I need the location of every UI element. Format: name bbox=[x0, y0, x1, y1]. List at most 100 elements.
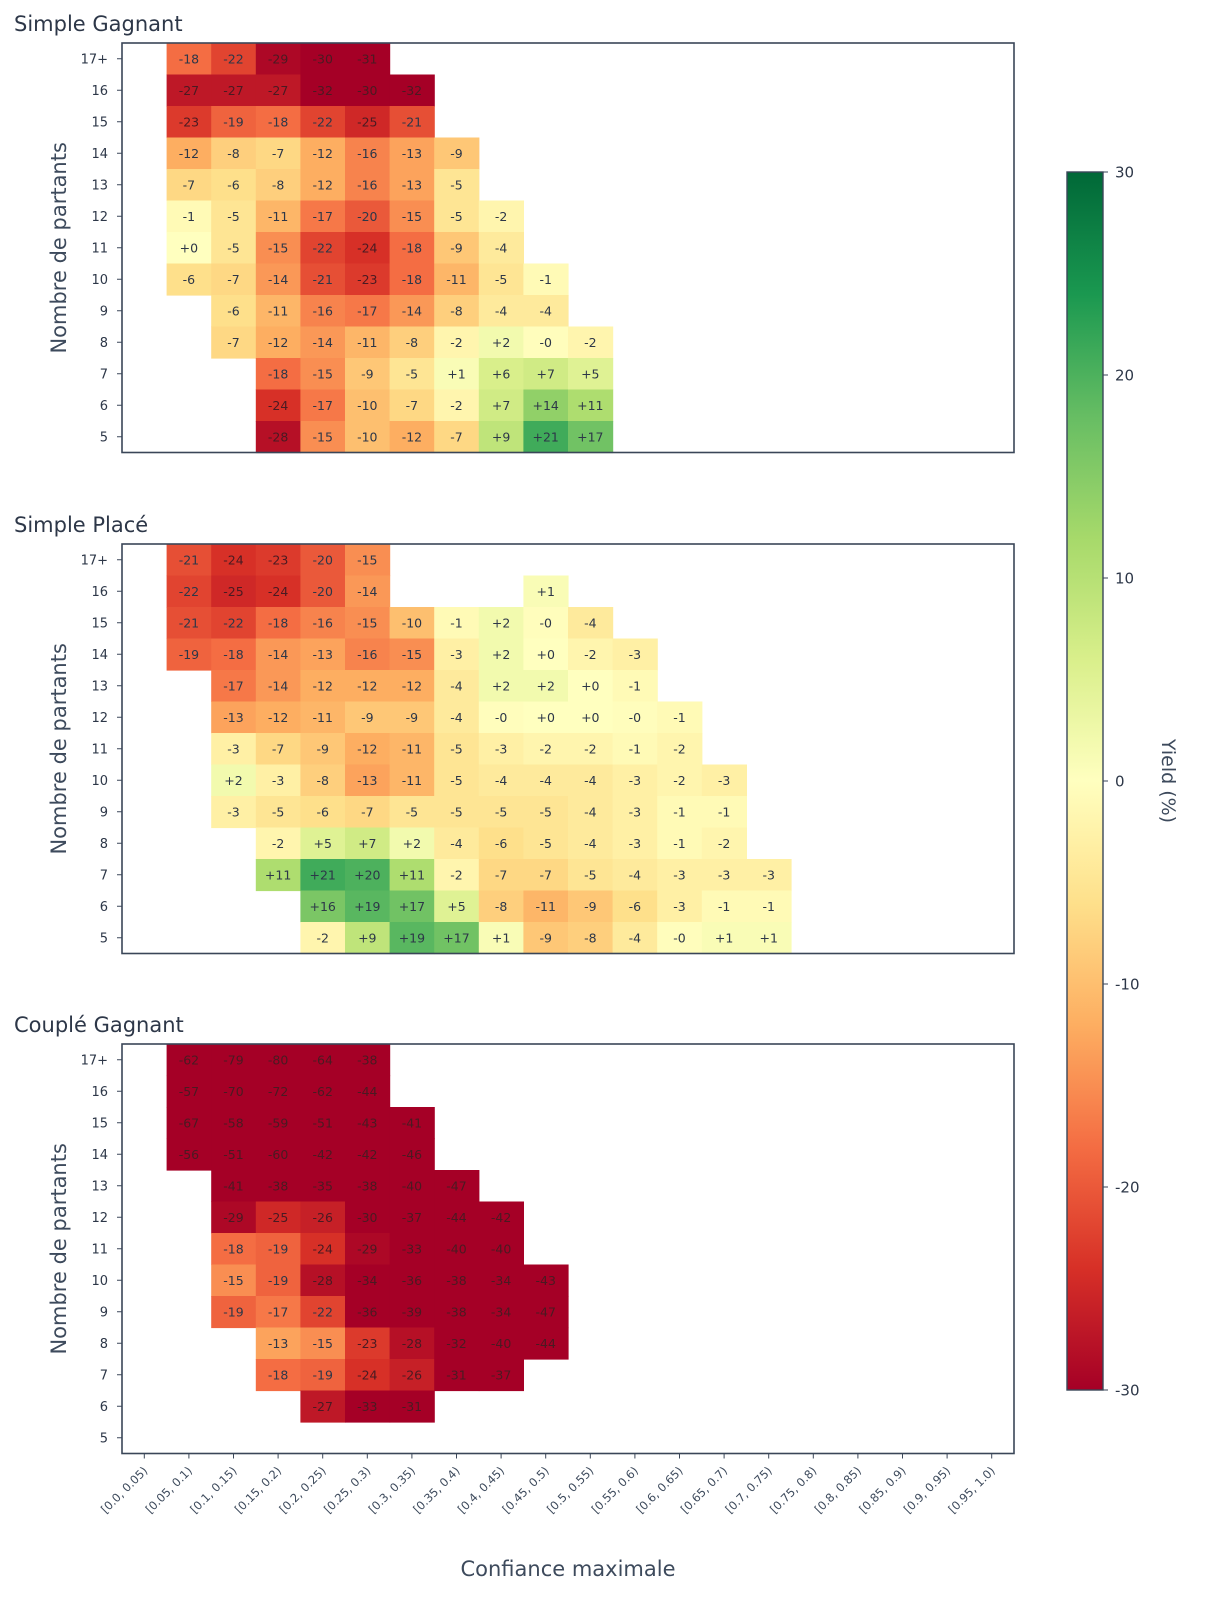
heatmap-cell bbox=[568, 326, 614, 359]
cell-value-label: -13 bbox=[402, 146, 422, 161]
heatmap-cell bbox=[166, 200, 212, 233]
cell-value-label: -23 bbox=[357, 1336, 377, 1351]
cell-value-label: -80 bbox=[268, 1052, 288, 1067]
cell-value-label: -16 bbox=[312, 615, 332, 630]
heatmap-cell bbox=[478, 859, 524, 892]
heatmap-cell bbox=[612, 670, 658, 703]
heatmap-cell bbox=[211, 1075, 257, 1108]
heatmap-cell bbox=[478, 733, 524, 766]
heatmap-cell bbox=[657, 764, 703, 797]
cell-value-label: +5 bbox=[447, 899, 465, 914]
heatmap-cell bbox=[255, 1044, 301, 1077]
y-tick-label: 6 bbox=[100, 399, 108, 414]
heatmap-cell bbox=[211, 169, 257, 202]
y-axis-label: Nombre de partants bbox=[47, 142, 71, 353]
cell-value-label: -34 bbox=[491, 1304, 511, 1319]
cell-value-label: -3 bbox=[673, 867, 685, 882]
cell-value-label: +19 bbox=[399, 930, 425, 945]
heatmap-cell bbox=[434, 1264, 480, 1297]
y-tick-label: 12 bbox=[91, 711, 108, 726]
cell-value-label: -14 bbox=[402, 303, 422, 318]
heatmap-cell bbox=[300, 1233, 346, 1266]
heatmap-cell bbox=[389, 358, 435, 391]
heatmap-cell bbox=[166, 106, 212, 139]
heatmap-cell bbox=[211, 232, 257, 265]
cell-value-label: -13 bbox=[223, 710, 243, 725]
heatmap-cell bbox=[478, 232, 524, 265]
heatmap-cell bbox=[300, 1138, 346, 1171]
heatmap-cell bbox=[255, 232, 301, 265]
x-tick-label: [0.05, 0.1) bbox=[143, 1464, 195, 1516]
heatmap-cell bbox=[389, 1359, 435, 1392]
cell-value-label: -5 bbox=[406, 366, 418, 381]
heatmap-cell bbox=[300, 1327, 346, 1360]
cell-value-label: +17 bbox=[577, 429, 603, 444]
cell-value-label: -7 bbox=[361, 804, 373, 819]
cell-value-label: -40 bbox=[491, 1241, 511, 1256]
cell-value-label: -26 bbox=[402, 1367, 422, 1382]
cell-value-label: -13 bbox=[402, 177, 422, 192]
colorbar-tick-label: 10 bbox=[1115, 570, 1134, 588]
y-tick-label: 17+ bbox=[81, 1053, 108, 1068]
cell-value-label: -3 bbox=[227, 741, 239, 756]
cell-value-label: -13 bbox=[357, 773, 377, 788]
cell-value-label: -7 bbox=[406, 398, 418, 413]
cell-value-label: -8 bbox=[316, 773, 329, 788]
cell-value-label: -14 bbox=[357, 584, 377, 599]
cell-value-label: -3 bbox=[227, 804, 239, 819]
heatmap-cell bbox=[434, 389, 480, 422]
heatmap-cell bbox=[523, 1327, 569, 1360]
cell-value-label: +7 bbox=[536, 366, 554, 381]
cell-value-label: -13 bbox=[312, 647, 332, 662]
y-axis-label: Nombre de partants bbox=[47, 1143, 71, 1354]
cell-value-label: -17 bbox=[312, 398, 332, 413]
heatmap-cell bbox=[211, 701, 257, 734]
heatmap-cell bbox=[255, 1359, 301, 1392]
cell-value-label: -39 bbox=[402, 1304, 422, 1319]
cell-value-label: -29 bbox=[357, 1241, 377, 1256]
y-tick-label: 11 bbox=[91, 742, 108, 757]
heatmap-cell bbox=[345, 890, 391, 923]
cell-value-label: -5 bbox=[495, 272, 507, 287]
heatmap-cell bbox=[211, 1044, 257, 1077]
x-tick-label: [0.35, 0.4) bbox=[410, 1464, 462, 1516]
cell-value-label: -25 bbox=[223, 584, 243, 599]
heatmap-cell bbox=[434, 764, 480, 797]
cell-value-label: -23 bbox=[357, 272, 377, 287]
cell-value-label: -31 bbox=[446, 1367, 466, 1382]
cell-value-label: -11 bbox=[268, 303, 288, 318]
heatmap-cell bbox=[345, 389, 391, 422]
cell-value-label: +19 bbox=[354, 899, 380, 914]
cell-value-label: -22 bbox=[312, 240, 332, 255]
heatmap-cell bbox=[166, 575, 212, 608]
cell-value-label: -41 bbox=[402, 1115, 422, 1130]
cell-value-label: +2 bbox=[224, 773, 242, 788]
cell-value-label: -3 bbox=[673, 899, 685, 914]
cell-value-label: +17 bbox=[399, 899, 425, 914]
cell-value-label: -6 bbox=[316, 804, 329, 819]
heatmap-cell bbox=[345, 1044, 391, 1077]
cell-value-label: +21 bbox=[533, 429, 559, 444]
heatmap-cell bbox=[523, 1296, 569, 1329]
cell-value-label: -44 bbox=[357, 1084, 377, 1099]
cell-value-label: +21 bbox=[310, 867, 336, 882]
heatmap-cell bbox=[255, 1138, 301, 1171]
heatmap-cell bbox=[255, 859, 301, 892]
cell-value-label: -13 bbox=[268, 1336, 288, 1351]
cell-value-label: -12 bbox=[357, 678, 377, 693]
cell-value-label: -18 bbox=[268, 615, 288, 630]
cell-value-label: -41 bbox=[223, 1178, 243, 1193]
cell-value-label: -12 bbox=[268, 710, 288, 725]
heatmap-cell bbox=[434, 1359, 480, 1392]
heatmap-cell bbox=[345, 1170, 391, 1203]
heatmap-cell bbox=[389, 890, 435, 923]
heatmap-cell bbox=[478, 1327, 524, 1360]
x-tick-label: [0.15, 0.2) bbox=[232, 1464, 284, 1516]
heatmap-cell bbox=[389, 389, 435, 422]
cell-value-label: -4 bbox=[584, 773, 597, 788]
cell-value-label: -30 bbox=[357, 1210, 377, 1225]
cell-value-label: +20 bbox=[354, 867, 380, 882]
heatmap-cell bbox=[345, 827, 391, 860]
cell-value-label: -5 bbox=[495, 804, 507, 819]
y-tick-label: 10 bbox=[91, 774, 108, 789]
